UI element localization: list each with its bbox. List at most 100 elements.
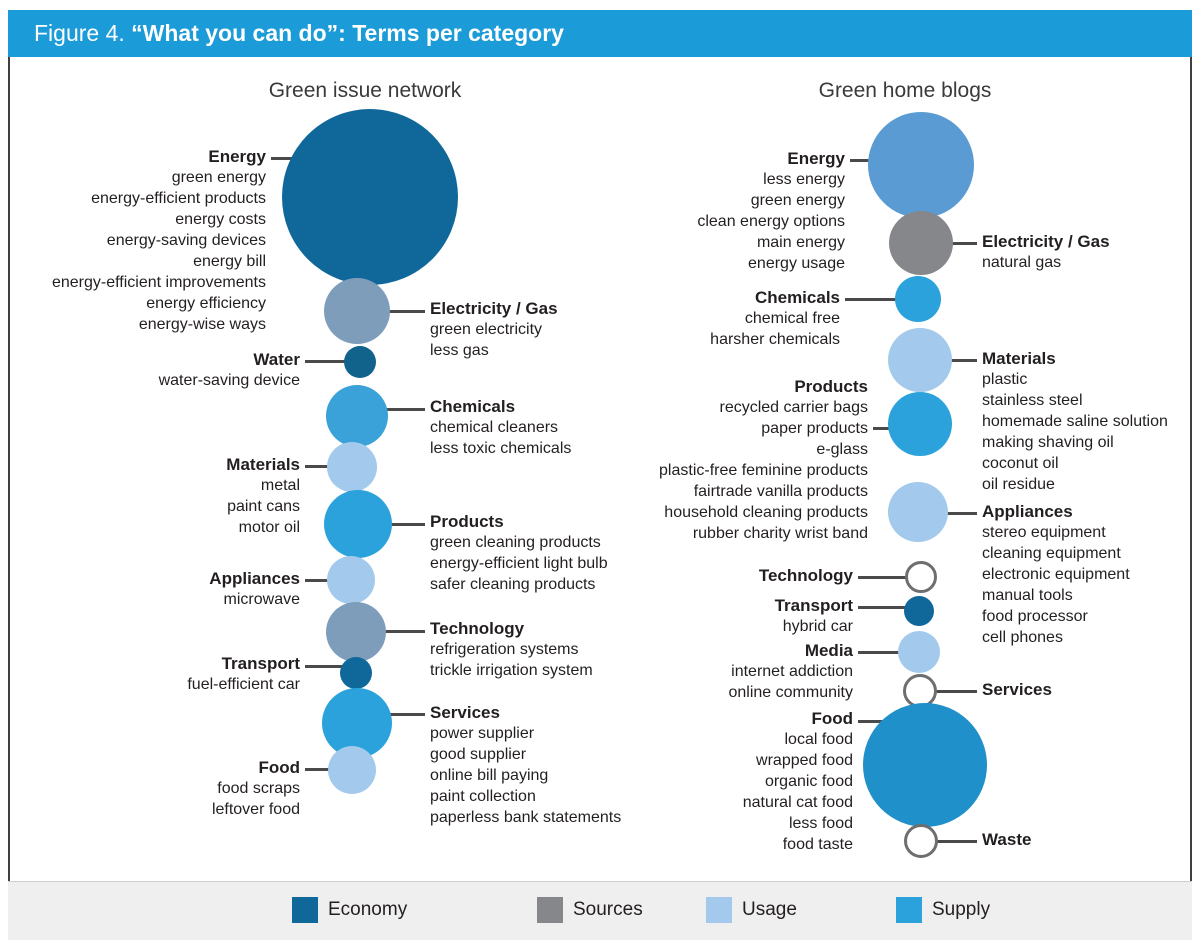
term-less-food: less food (788, 815, 853, 832)
category-label-materials: Materials (982, 349, 1056, 368)
label-products: Products green cleaning products energy-ef… (430, 511, 770, 595)
term-energy-saving-devices: energy-saving devices (106, 232, 266, 249)
term-green-energy: green energy (171, 169, 266, 186)
label-services: Services (982, 679, 1200, 700)
column-title-green-issue-network: Green issue network (268, 79, 462, 102)
term-fairtrade-vanilla-products: fairtrade vanilla products (693, 483, 868, 500)
term-cell-phones: cell phones (982, 629, 1063, 646)
legend-swatch-economy (292, 897, 318, 923)
bubble-technology (326, 602, 386, 662)
label-media: Media internet addiction online community (513, 640, 854, 703)
term-household-cleaning-products: household cleaning products (664, 504, 868, 521)
connector-media (858, 651, 919, 654)
bubble-waste (904, 824, 938, 858)
term-water-saving-device: water-saving device (158, 372, 300, 389)
bubble-energy (868, 112, 974, 218)
bubble-chemicals (326, 385, 388, 447)
term-green-cleaning-products: green cleaning products (430, 534, 601, 551)
category-label-products: Products (794, 377, 868, 396)
term-food-processor: food processor (982, 608, 1088, 625)
connector-services (920, 690, 977, 693)
legend-label-economy: Economy (328, 899, 408, 920)
bubble-electricity-gas (324, 278, 390, 344)
label-technology: Technology (513, 565, 853, 586)
category-label-technology: Technology (430, 619, 525, 638)
legend-label-sources: Sources (573, 899, 643, 920)
term-organic-food: organic food (764, 773, 853, 790)
term-main-energy: main energy (756, 234, 845, 251)
figure-title-text: “What you can do”: Terms per category (131, 20, 564, 46)
connector-electricity-gas (357, 310, 425, 313)
label-water: Water water-saving device (0, 349, 300, 391)
connector-waste (921, 840, 977, 843)
term-less-energy: less energy (763, 171, 845, 188)
connector-transport (305, 665, 356, 668)
figure-border (8, 57, 1192, 938)
term-trickle-irrigation-system: trickle irrigation system (430, 662, 593, 679)
term-stainless-steel: stainless steel (982, 392, 1083, 409)
term-hybrid-car: hybrid car (782, 618, 853, 635)
bubble-products (324, 490, 392, 558)
term-power-supplier: power supplier (430, 725, 535, 742)
label-electricity-gas: Electricity / Gas natural gas (982, 231, 1200, 273)
bubble-chemicals (895, 276, 941, 322)
category-label-services: Services (982, 680, 1052, 699)
term-energy-efficient-light-bulb: energy-efficient light bulb (430, 555, 608, 572)
bubble-media (898, 631, 940, 673)
label-food: Food food scraps leftover food (0, 757, 300, 820)
term-electronic-equipment: electronic equipment (982, 566, 1130, 583)
category-label-electricity-gas: Electricity / Gas (982, 232, 1110, 251)
bubble-energy (282, 109, 458, 285)
term-paperless-bank-statements: paperless bank statements (430, 809, 622, 826)
term-food-scraps: food scraps (217, 780, 300, 797)
term-energy-costs: energy costs (175, 211, 266, 228)
term-green-electricity: green electricity (430, 321, 543, 338)
term-paint-collection: paint collection (430, 788, 536, 805)
legend-swatch-usage (706, 897, 732, 923)
label-energy: Energy less energy green energy clean energ… (505, 148, 845, 274)
term-manual-tools: manual tools (982, 587, 1073, 604)
figure-title: Figure 4. “What you can do”: Terms per c… (34, 10, 564, 57)
term-natural-cat-food: natural cat food (742, 794, 853, 811)
bubble-electricity-gas (889, 211, 953, 275)
legend-swatch-sources (537, 897, 563, 923)
category-label-energy: Energy (208, 147, 266, 166)
term-clean-energy-options: clean energy options (697, 213, 845, 230)
category-label-chemicals: Chemicals (430, 397, 516, 416)
category-label-electricity-gas: Electricity / Gas (430, 299, 558, 318)
term-online-bill-paying: online bill paying (430, 767, 549, 784)
term-e-glass: e-glass (816, 441, 868, 458)
category-label-energy: Energy (787, 149, 845, 168)
category-label-food: Food (811, 709, 853, 728)
bubble-transport (904, 596, 934, 626)
term-energy-efficiency: energy efficiency (146, 295, 266, 312)
term-coconut-oil: coconut oil (982, 455, 1059, 472)
term-recycled-carrier-bags: recycled carrier bags (719, 399, 869, 416)
bubble-food (863, 703, 987, 827)
figure-number: Figure 4. (34, 20, 132, 46)
label-products: Products recycled carrier bags paper produ… (528, 376, 868, 544)
term-internet-addiction: internet addiction (731, 663, 853, 680)
connector-water (305, 360, 360, 363)
connector-chemicals (357, 408, 425, 411)
label-waste: Waste (982, 829, 1200, 850)
term-online-community: online community (728, 684, 854, 701)
connector-chemicals (845, 298, 918, 301)
category-label-water: Water (253, 350, 300, 369)
term-motor-oil: motor oil (238, 519, 300, 536)
term-plastic-free-feminine-products: plastic-free feminine products (659, 462, 868, 479)
category-label-media: Media (804, 641, 853, 660)
term-energy-wise-ways: energy-wise ways (138, 316, 266, 333)
label-materials: Materials plastic stainless steel homemade … (982, 348, 1200, 495)
bubble-technology (905, 561, 937, 593)
bubble-materials (327, 442, 377, 492)
bubble-products (888, 392, 952, 456)
connector-transport (858, 606, 919, 609)
legend-strip (8, 881, 1192, 940)
category-label-transport: Transport (774, 596, 853, 615)
connector-technology (356, 630, 425, 633)
term-food-taste: food taste (782, 836, 853, 853)
term-wrapped-food: wrapped food (756, 752, 853, 769)
bubble-food (328, 746, 376, 794)
